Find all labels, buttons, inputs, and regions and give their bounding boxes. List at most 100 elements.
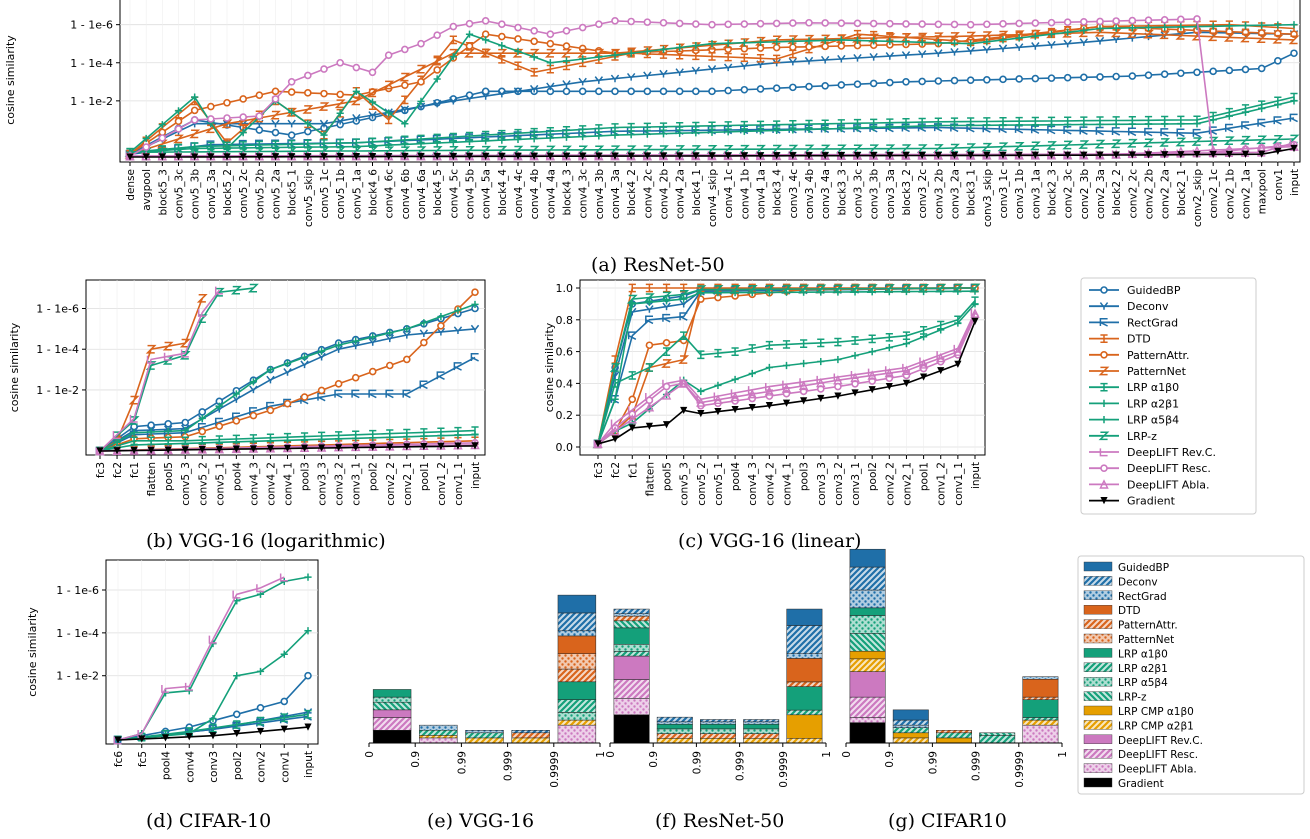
xtick-label: conv4_2 bbox=[764, 462, 776, 506]
legend-marker bbox=[1099, 479, 1109, 489]
bar-segment-deeplift-resc bbox=[849, 696, 886, 718]
point-lrp-1-0 bbox=[233, 720, 241, 729]
legend-item-lrp-1-0: LRP α1β0 bbox=[1089, 381, 1179, 394]
point-deconv bbox=[691, 66, 701, 75]
point-deeplift-resc bbox=[207, 115, 215, 123]
point-guidedbp bbox=[255, 126, 264, 134]
point-gradient bbox=[837, 152, 845, 160]
point-gradient bbox=[918, 151, 926, 160]
point-rectgrad bbox=[1289, 113, 1298, 123]
point-lrp-2-1 bbox=[868, 348, 876, 356]
point-gradient bbox=[283, 444, 292, 453]
point-deeplift-resc bbox=[465, 19, 474, 28]
bar-segment-lrp-5-4 bbox=[613, 644, 650, 652]
point-deconv bbox=[998, 44, 1008, 53]
legend-label: DeepLIFT Abla. bbox=[1127, 478, 1210, 491]
point-gradient bbox=[437, 442, 445, 450]
point-patternattr bbox=[546, 39, 555, 48]
bar-segment-lrp-cmp-2-1 bbox=[743, 738, 780, 744]
point-lrp-z bbox=[1013, 141, 1025, 151]
point-rectgrad bbox=[1079, 126, 1088, 136]
bar-segment-patternattr bbox=[700, 733, 736, 739]
point-lrp-2-1 bbox=[1080, 120, 1088, 129]
xtick-label: block4_1 bbox=[691, 169, 703, 215]
point-guidedbp bbox=[578, 87, 587, 96]
point-patternattr bbox=[249, 411, 258, 420]
point-lrp-2-1 bbox=[1096, 120, 1104, 129]
point-lrp-2-1 bbox=[417, 140, 425, 148]
point-lrp-2-1 bbox=[676, 129, 684, 137]
point-lrp-z bbox=[712, 285, 724, 294]
point-deeplift-resc bbox=[805, 18, 813, 27]
point-lrp-2-1 bbox=[164, 427, 172, 435]
point-lrp-2-1 bbox=[266, 365, 275, 374]
point-patternattr bbox=[417, 78, 425, 86]
point-patternnet bbox=[678, 355, 690, 364]
ytick-label: 1 - 1e-4 bbox=[56, 627, 99, 640]
point-patternnet bbox=[173, 134, 184, 144]
bar-segment-patternattr bbox=[613, 615, 650, 622]
point-deconv bbox=[837, 54, 846, 63]
point-deeplift-resc bbox=[837, 19, 846, 27]
point-lrp-2-1 bbox=[232, 390, 240, 398]
legend-swatch bbox=[1083, 720, 1113, 730]
xtick-label: conv4_5a bbox=[481, 169, 493, 219]
legend-marker bbox=[1100, 399, 1108, 407]
point-guidedbp bbox=[756, 85, 765, 93]
point-patternattr bbox=[334, 380, 343, 388]
bar-segment-patternattr bbox=[786, 681, 823, 687]
legend-marker bbox=[1100, 416, 1108, 424]
point-guidedbp bbox=[805, 82, 813, 91]
point-lrp-2-1 bbox=[1047, 121, 1056, 129]
point-dtd bbox=[724, 52, 732, 62]
point-guidedbp bbox=[789, 83, 797, 92]
point-deconv bbox=[232, 395, 241, 403]
bar-segment-deeplift-rev-c bbox=[613, 655, 650, 680]
point-patternattr bbox=[300, 393, 309, 401]
ytick-label: 1 - 1e-2 bbox=[36, 384, 79, 397]
point-lrp-z bbox=[832, 284, 844, 294]
legend-item-gradient: Gradient bbox=[1089, 495, 1176, 508]
point-lrp-2-1 bbox=[837, 124, 845, 133]
point-lrp-5-4 bbox=[283, 436, 292, 444]
point-gradient bbox=[249, 445, 258, 453]
point-lrp-2-1 bbox=[821, 125, 829, 133]
xtick-label: conv4_2c bbox=[642, 169, 654, 219]
point-lrp-2-1 bbox=[335, 341, 343, 349]
point-lrp-1-0 bbox=[209, 723, 217, 733]
caption-f: (f) ResNet-50 bbox=[655, 810, 785, 832]
point-deeplift-resc bbox=[643, 18, 652, 26]
point-lrp-2-1 bbox=[352, 142, 360, 151]
point-gradient bbox=[805, 152, 813, 160]
bar-segment-deeplift-rev-c bbox=[372, 709, 412, 718]
caption-c: (c) VGG-16 (linear) bbox=[678, 530, 862, 552]
legend-swatch bbox=[1083, 648, 1113, 658]
bar-segment-deeplift-abla bbox=[557, 724, 597, 744]
ytick-label: 1 - 1e-6 bbox=[70, 19, 113, 32]
legend-swatch bbox=[1083, 705, 1113, 716]
legend-swatch bbox=[1083, 590, 1113, 600]
point-gradient bbox=[369, 443, 377, 451]
point-deconv bbox=[610, 74, 620, 83]
point-deeplift-rev-c bbox=[129, 414, 138, 423]
bar-segment-deeplift-abla bbox=[849, 717, 886, 723]
point-lrp-2-1 bbox=[1274, 101, 1282, 109]
bar-segment-lrp-5-4 bbox=[656, 728, 693, 734]
point-patternnet bbox=[334, 99, 346, 109]
point-guidedbp bbox=[886, 78, 894, 87]
series-deeplift-abla bbox=[593, 308, 980, 449]
point-rectgrad bbox=[334, 389, 343, 399]
point-patternnet bbox=[464, 48, 475, 58]
legend-label: Deconv bbox=[1118, 576, 1158, 588]
legend-item-dtd: DTD bbox=[1089, 333, 1151, 346]
point-patternnet bbox=[162, 341, 174, 351]
xtick-label: fc6 bbox=[113, 751, 125, 767]
point-lrp-5-4 bbox=[1258, 21, 1266, 29]
legend-methods-bars: GuidedBP Deconv RectGrad DTD PatternAttr. Pat… bbox=[1077, 555, 1305, 795]
point-lrp-1-0 bbox=[817, 338, 825, 348]
point-deeplift-resc bbox=[1031, 19, 1040, 27]
point-lrp-5-4 bbox=[454, 431, 462, 439]
point-gradient bbox=[851, 389, 859, 397]
point-lrp-2-1 bbox=[280, 650, 288, 658]
point-patternattr bbox=[207, 102, 215, 111]
